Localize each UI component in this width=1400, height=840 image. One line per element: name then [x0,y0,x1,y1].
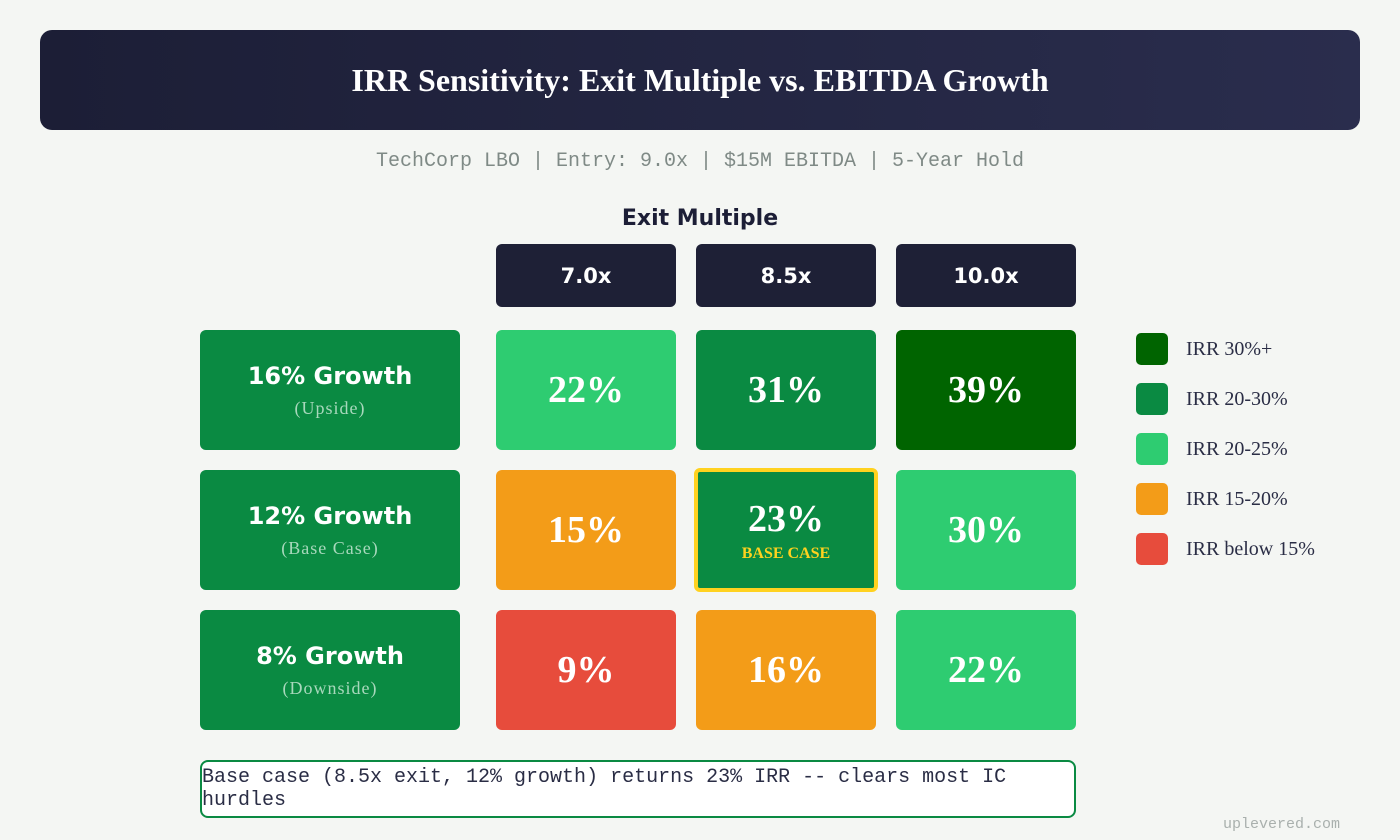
row-label-sub: (Downside) [282,677,378,698]
irr-cell: 15% [496,470,676,590]
irr-value: 22% [948,649,1024,691]
legend-label: IRR below 15% [1186,537,1315,560]
irr-value: 16% [748,649,824,691]
legend-item: IRR 30%+ [1136,333,1272,365]
row-label-name: 8% Growth [256,641,404,670]
row-label: 16% Growth (Upside) [200,330,460,450]
irr-value: 23% [748,498,824,540]
irr-cell: 16% [696,610,876,730]
column-header: 7.0x [496,244,676,307]
legend-item: IRR below 15% [1136,533,1315,565]
x-axis-label: Exit Multiple [621,206,779,231]
irr-cell: 31% [696,330,876,450]
footer-note: Base case (8.5x exit, 12% growth) return… [200,760,1076,818]
row-label: 12% Growth (Base Case) [200,470,460,590]
legend-swatch [1136,433,1168,465]
row-label: 8% Growth (Downside) [200,610,460,730]
legend-item: IRR 20-30% [1136,383,1288,415]
irr-cell: 22% [896,610,1076,730]
row-label-sub: (Base Case) [281,537,379,558]
irr-value: 22% [548,369,624,411]
irr-value: 9% [557,649,615,691]
legend-label: IRR 15-20% [1186,487,1288,510]
irr-cell: 9% [496,610,676,730]
irr-cell: 39% [896,330,1076,450]
legend-label: IRR 20-25% [1186,437,1288,460]
legend-swatch [1136,383,1168,415]
column-header: 10.0x [896,244,1076,307]
legend-swatch [1136,483,1168,515]
base-case-label: BASE CASE [741,545,831,562]
subtitle: TechCorp LBO | Entry: 9.0x | $15M EBITDA… [375,150,1025,173]
irr-value: 15% [548,509,624,551]
legend-label: IRR 20-30% [1186,387,1288,410]
irr-cell: 30% [896,470,1076,590]
legend-swatch [1136,333,1168,365]
legend-swatch [1136,533,1168,565]
base-case-cell: 23% BASE CASE [694,468,878,592]
page-title: IRR Sensitivity: Exit Multiple vs. EBITD… [40,30,1360,130]
row-label-sub: (Upside) [294,397,366,418]
watermark: uplevered.com [1222,816,1340,833]
irr-value: 31% [748,369,824,411]
legend-item: IRR 15-20% [1136,483,1288,515]
legend-item: IRR 20-25% [1136,433,1288,465]
column-header: 8.5x [696,244,876,307]
irr-value: 30% [948,509,1024,551]
legend-label: IRR 30%+ [1186,337,1273,360]
row-label-name: 12% Growth [247,501,413,530]
irr-value: 39% [948,369,1024,411]
irr-cell: 22% [496,330,676,450]
row-label-name: 16% Growth [247,361,413,390]
